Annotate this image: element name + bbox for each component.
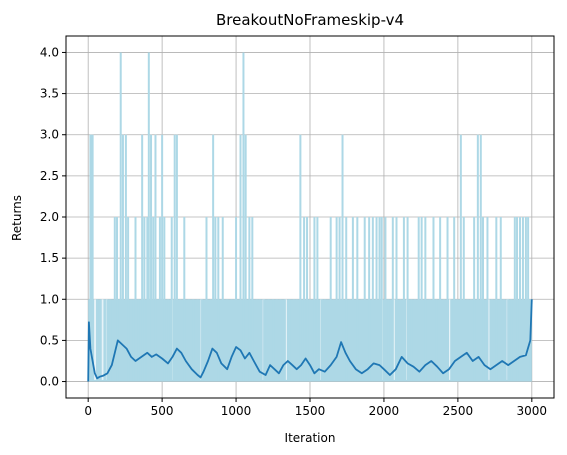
x-axis-label: Iteration	[285, 431, 336, 445]
y-axis-label: Returns	[10, 195, 24, 241]
smoothed-returns-line	[87, 299, 533, 382]
tick-marks: 0 500 1000 1500 2000 2500 3000 0.0 0.5 1.0 1.5 2.0 2…	[40, 45, 547, 418]
x-tick-label: 3000	[517, 404, 548, 418]
x-tick-label: 2000	[369, 404, 400, 418]
raw-returns-series	[88, 52, 532, 382]
x-tick-label: 1500	[295, 404, 326, 418]
y-tick-label: 0.0	[40, 375, 59, 389]
smoothed-returns-series	[87, 299, 533, 382]
raw-gap	[449, 299, 452, 380]
y-tick-label: 2.5	[40, 169, 59, 183]
raw-gap	[101, 299, 104, 380]
y-tick-label: 3.5	[40, 87, 59, 101]
x-tick-label: 500	[151, 404, 174, 418]
y-tick-label: 1.5	[40, 251, 59, 265]
chart-title: BreakoutNoFrameskip-v4	[216, 11, 404, 29]
y-tick-label: 3.0	[40, 128, 59, 142]
y-tick-label: 0.5	[40, 333, 59, 347]
x-tick-label: 2500	[443, 404, 474, 418]
y-tick-label: 1.0	[40, 292, 59, 306]
y-tick-label: 2.0	[40, 210, 59, 224]
y-tick-label: 4.0	[40, 45, 59, 59]
x-tick-label: 1000	[221, 404, 252, 418]
raw-gap	[94, 299, 97, 380]
x-tick-label: 0	[84, 404, 92, 418]
